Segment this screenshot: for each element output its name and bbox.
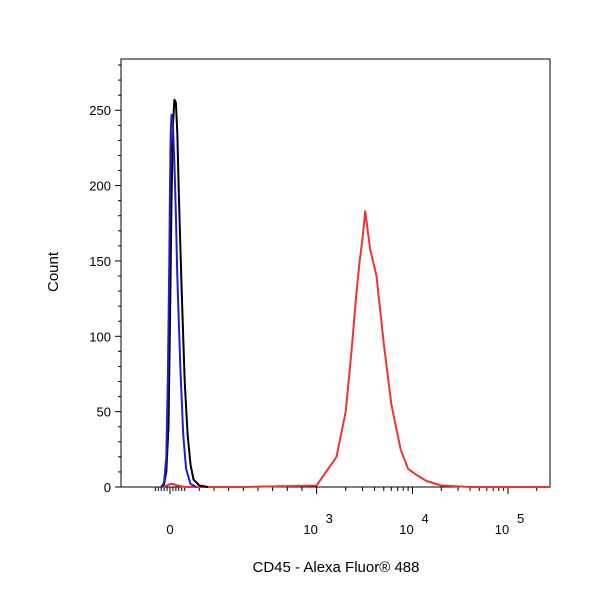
- x-tick-exponent: 3: [326, 511, 333, 526]
- series-line: [160, 113, 197, 488]
- y-tick-label: 0: [104, 480, 111, 495]
- y-axis: 0 50 100 150 200 250: [89, 103, 121, 495]
- series-line: [160, 98, 209, 488]
- y-tick-label: 250: [89, 103, 111, 118]
- y-tick-label: 200: [89, 179, 111, 194]
- series-line: [160, 210, 550, 488]
- x-tick-exponent: 4: [422, 511, 429, 526]
- x-tick-label: 10: [399, 522, 413, 537]
- y-tick-label: 100: [89, 329, 111, 344]
- y-tick-label: 150: [89, 254, 111, 269]
- series-layer: [160, 98, 550, 488]
- x-tick-exponent: 5: [517, 511, 524, 526]
- x-axis: 0 10 3 10 4 10 5: [166, 487, 524, 537]
- x-axis-title: CD45 - Alexa Fluor® 488: [253, 559, 420, 576]
- x-tick-label: 10: [495, 522, 509, 537]
- plot-frame: [120, 58, 551, 488]
- y-axis-title: Count: [45, 251, 62, 292]
- y-tick-label: 50: [97, 405, 111, 420]
- x-tick-label: 10: [303, 522, 317, 537]
- minor-ticks: [118, 64, 538, 491]
- x-tick-label: 0: [166, 522, 173, 537]
